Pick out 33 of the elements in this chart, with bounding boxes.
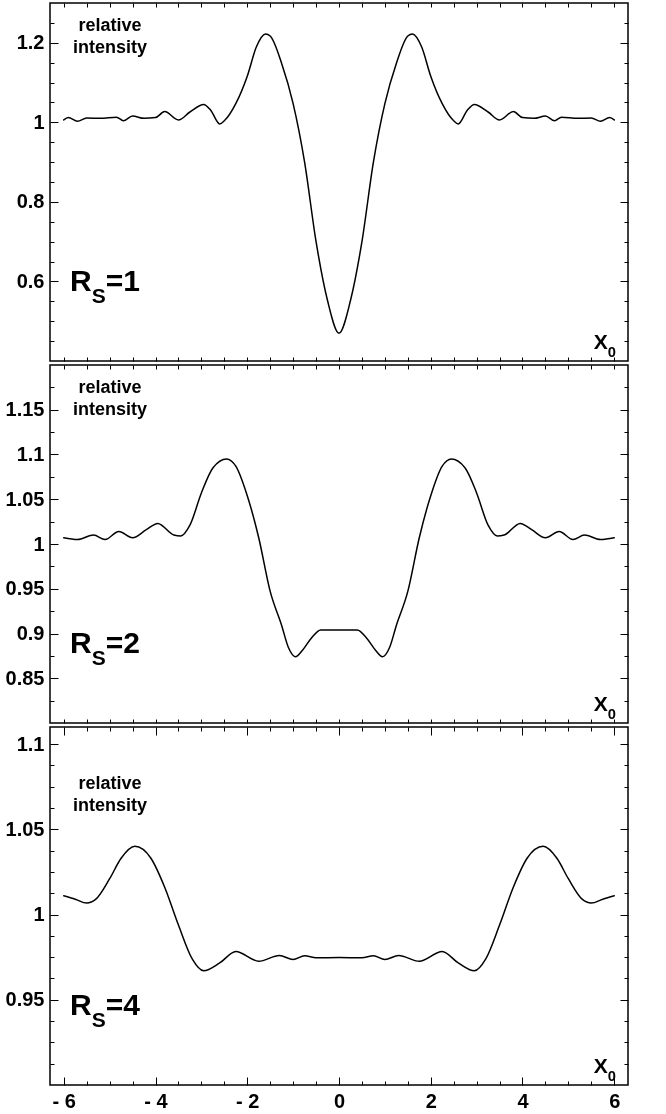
y-tick-label: 0.95 [5, 988, 45, 1011]
y-tick-label: 1.2 [16, 31, 45, 54]
x-axis-title: X$_{0}$ [593, 1054, 616, 1084]
y-axis-title: relative intensity [72, 773, 148, 815]
y-tick-label: 0.9 [16, 622, 45, 644]
y-tick-label: 1 [33, 110, 45, 133]
y-tick-label: 1.1 [16, 443, 45, 465]
y-tick-label: 1.05 [5, 817, 45, 840]
x-tick-label: - 4 [144, 1089, 169, 1112]
annotation: R$_{S}$=4 [70, 988, 141, 1031]
y-tick-label: 1 [33, 903, 45, 926]
line-series [63, 845, 615, 972]
x-axis-title: X$_{0}$ [593, 692, 616, 722]
x-tick-label: - 6 [52, 1089, 76, 1112]
x-axis-title: X$_{0}$ [593, 330, 616, 360]
y-tick-label: 0.95 [5, 577, 45, 600]
annotation: R$_{S}$=2 [70, 626, 140, 669]
x-tick-label: 0 [333, 1089, 346, 1112]
y-tick-label: 1.15 [5, 398, 45, 421]
x-tick-label: 4 [517, 1089, 530, 1112]
annotation: R$_{S}$=1 [70, 264, 140, 307]
y-axis-title: relative intensity [72, 15, 148, 57]
x-tick-label: 2 [425, 1089, 437, 1112]
x-tick-label: - 2 [236, 1089, 260, 1112]
y-tick-label: 1.1 [16, 732, 45, 755]
y-tick-label: 1.05 [5, 487, 45, 510]
line-series [63, 33, 615, 334]
x-tick-label: 6 [609, 1089, 621, 1112]
y-tick-label: 1 [33, 532, 45, 555]
y-axis-title: relative intensity [72, 377, 148, 419]
y-tick-label: 0.85 [5, 666, 45, 689]
y-tick-label: 0.6 [16, 269, 45, 292]
y-tick-label: 0.8 [16, 190, 45, 213]
